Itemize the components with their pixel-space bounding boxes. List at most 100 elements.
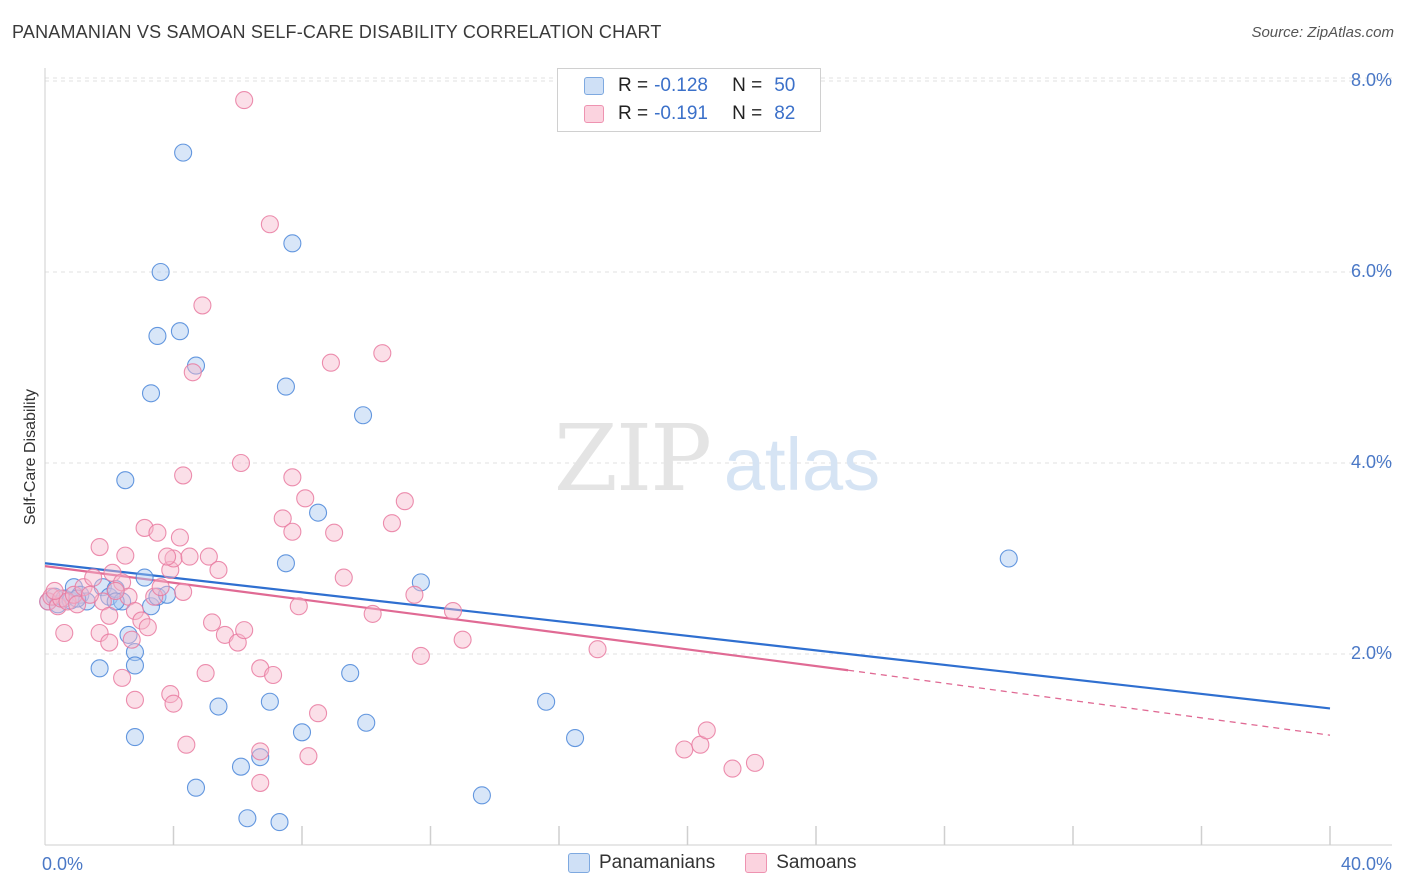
point-samoans [74, 578, 93, 597]
point-samoans [588, 640, 607, 659]
point-panamanians [260, 692, 279, 711]
point-samoans [299, 747, 318, 766]
point-samoans [174, 582, 193, 601]
watermark: ZIP atlas [554, 405, 880, 512]
point-panamanians [170, 322, 189, 341]
watermark-zip: ZIP [554, 405, 710, 512]
point-samoans [106, 581, 125, 601]
legend-r-label: R = [618, 103, 649, 124]
point-panamanians [537, 692, 556, 711]
legend-row-panamanians: R = -0.128 N = 50 [584, 73, 795, 99]
point-samoans [203, 613, 222, 632]
watermark-atlas: atlas [724, 423, 880, 506]
point-samoans [113, 668, 132, 687]
legend-label-samoans: Samoans [776, 852, 857, 873]
point-samoans [231, 453, 251, 473]
grid-lines [45, 77, 1392, 655]
point-panamanians [309, 503, 328, 522]
y-tick-label: 4.0% [1351, 452, 1392, 472]
trend-line-panamanians [44, 562, 1331, 710]
point-samoans [235, 621, 254, 640]
source-credit: Source: ZipAtlas.com [1251, 24, 1394, 41]
point-panamanians [125, 656, 144, 675]
point-samoans [283, 522, 302, 541]
point-samoans [363, 604, 382, 623]
point-samoans [453, 630, 472, 649]
point-samoans [296, 489, 315, 508]
point-panamanians [186, 778, 206, 797]
legend-r-value: -0.191 [654, 103, 708, 124]
point-panamanians [90, 659, 109, 678]
point-samoans [177, 735, 196, 754]
point-samoans [180, 547, 199, 566]
legend-swatch-panamanians [568, 853, 590, 873]
data-points [39, 91, 1018, 832]
point-samoans [45, 581, 64, 601]
point-panamanians [353, 406, 373, 425]
legend-swatch-samoans [584, 105, 604, 123]
legend-row-samoans: R = -0.191 N = 82 [584, 101, 795, 127]
point-samoans [209, 560, 228, 580]
point-samoans [145, 587, 164, 606]
point-samoans [116, 546, 135, 565]
point-panamanians [270, 813, 289, 832]
axes [44, 68, 1392, 846]
point-samoans [164, 549, 183, 568]
point-samoans [251, 742, 270, 761]
point-samoans [193, 296, 212, 315]
legend-r-label: R = [618, 75, 649, 96]
legend-swatch-panamanians [584, 77, 604, 95]
point-samoans [122, 630, 141, 649]
point-samoans [138, 618, 157, 637]
point-samoans [260, 215, 279, 234]
point-samoans [90, 537, 109, 557]
point-samoans [196, 664, 215, 683]
point-samoans [64, 585, 83, 604]
point-panamanians [283, 234, 302, 253]
point-samoans [382, 514, 402, 533]
legend-n-value: 82 [774, 103, 796, 124]
x-tick-label-max: 40.0% [1341, 854, 1392, 874]
point-samoans [405, 585, 424, 604]
point-samoans [164, 694, 183, 713]
point-panamanians [472, 786, 491, 805]
point-panamanians [238, 809, 257, 828]
point-samoans [675, 740, 694, 759]
legend-item-samoans: Samoans [745, 852, 856, 874]
point-samoans [443, 601, 463, 621]
point-samoans [321, 353, 340, 372]
legend-swatch-samoans [745, 853, 768, 873]
point-samoans [170, 528, 189, 547]
point-samoans [80, 585, 100, 604]
tick-labels: 2.0% 4.0% 6.0% 8.0% 0.0% 40.0% [42, 70, 1392, 874]
point-samoans [283, 468, 302, 487]
point-panamanians [116, 471, 135, 490]
point-samoans [199, 547, 218, 566]
legend-n-label: N = [732, 75, 763, 96]
point-samoans [132, 611, 151, 630]
point-samoans [151, 578, 170, 597]
series-legend: Panamanians Samoans [568, 852, 886, 874]
point-samoans [125, 690, 144, 709]
point-panamanians [292, 723, 312, 742]
point-panamanians [135, 568, 154, 587]
point-samoans [125, 601, 144, 621]
trend-extension-samoans [848, 669, 1331, 736]
point-samoans [251, 773, 270, 792]
y-tick-label: 8.0% [1351, 70, 1392, 90]
y-tick-label: 2.0% [1351, 643, 1392, 663]
point-samoans [325, 523, 344, 542]
point-panamanians [999, 549, 1018, 568]
point-samoans [273, 509, 292, 528]
point-samoans [395, 492, 414, 511]
point-samoans [309, 704, 328, 723]
point-samoans [90, 623, 109, 643]
legend-item-panamanians: Panamanians [568, 852, 715, 874]
point-samoans [55, 623, 74, 643]
point-samoans [411, 646, 430, 665]
point-samoans [334, 568, 353, 587]
point-samoans [148, 523, 167, 542]
y-axis-title: Self-Care Disability [22, 389, 39, 525]
trend-line-samoans [44, 565, 849, 672]
correlation-legend: R = -0.128 N = 50 R = -0.191 N = 82 [557, 68, 821, 132]
